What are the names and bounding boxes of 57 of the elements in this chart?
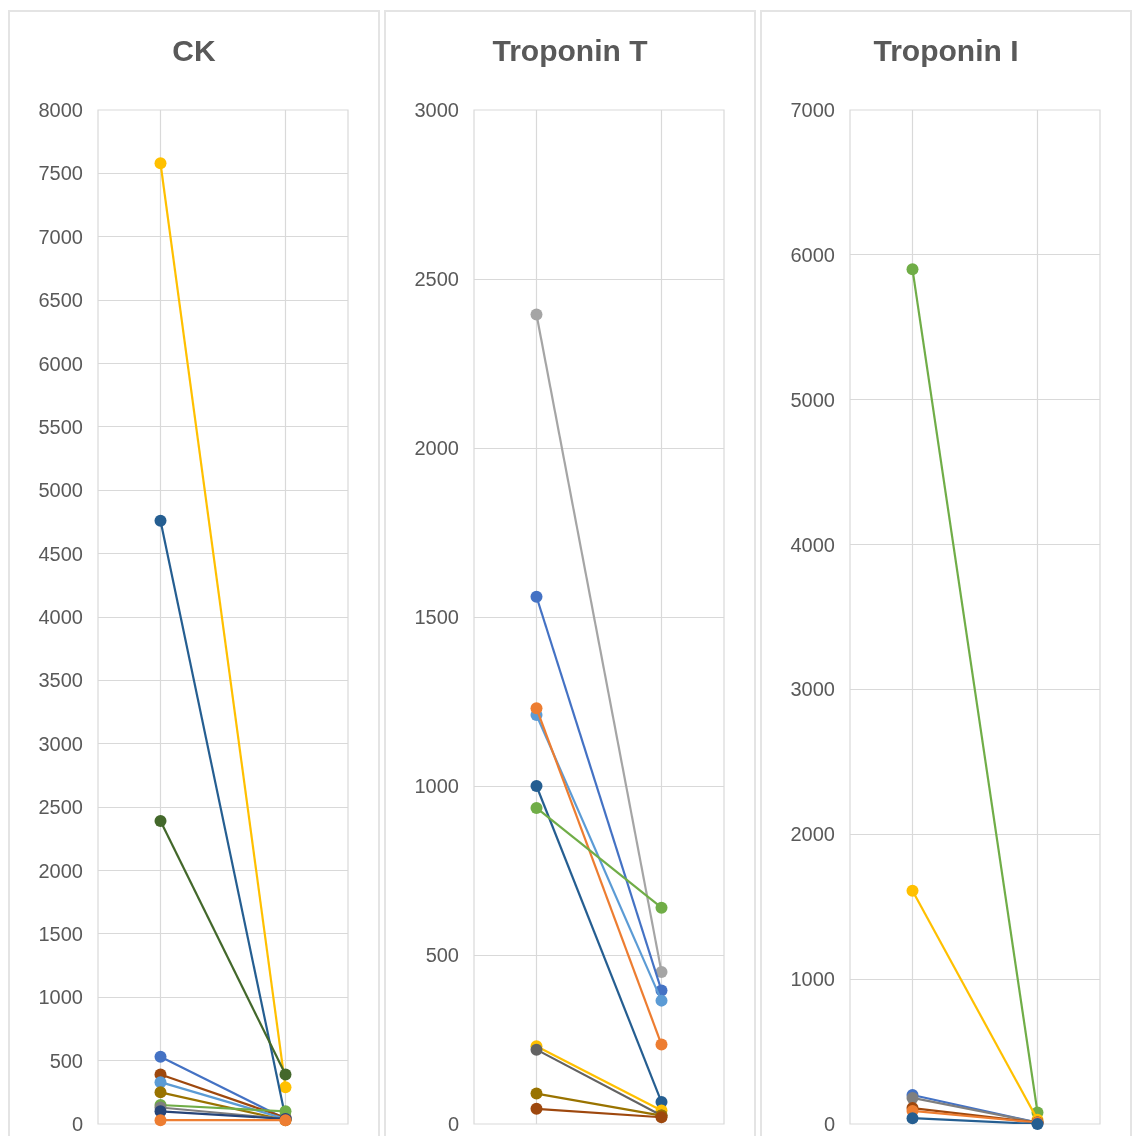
chart-title: CK	[172, 34, 216, 68]
y-tick-label: 4500	[38, 542, 83, 565]
y-tick-label: 0	[71, 1113, 83, 1135]
point	[530, 1102, 543, 1115]
y-tick-label: 0	[823, 1113, 835, 1135]
point	[530, 801, 543, 814]
y-tick-label: 7000	[38, 225, 83, 248]
point	[154, 157, 167, 170]
y-tick-label: 6500	[38, 289, 83, 312]
y-tick-label: 8000	[38, 99, 83, 121]
point	[906, 263, 919, 276]
y-tick-label: 1000	[790, 968, 835, 991]
point	[530, 702, 543, 715]
y-tick-label: 6000	[38, 352, 83, 375]
y-tick-label: 5000	[790, 388, 835, 411]
point	[655, 965, 668, 978]
point	[530, 308, 543, 321]
point	[530, 780, 543, 792]
y-tick-label: 3000	[414, 99, 459, 121]
point	[655, 1038, 668, 1051]
chart-title: Troponin I	[873, 34, 1019, 68]
y-tick-label: 500	[425, 944, 459, 966]
y-tick-label: 3500	[38, 669, 83, 692]
y-tick-label: 5000	[38, 479, 83, 502]
y-tick-label: 5500	[38, 415, 83, 438]
y-tick-label: 2500	[38, 796, 83, 819]
y-tick-label: 0	[447, 1113, 459, 1135]
point	[279, 1068, 292, 1081]
y-tick-label: 500	[49, 1049, 83, 1072]
y-tick-label: 7500	[38, 162, 83, 185]
point	[530, 590, 543, 603]
y-tick-label: 1500	[414, 606, 459, 628]
y-tick-label: 1000	[414, 775, 459, 797]
y-tick-label: 2000	[414, 437, 459, 459]
point	[530, 1087, 543, 1100]
point	[154, 1086, 167, 1099]
point	[154, 815, 167, 828]
y-tick-label: 1000	[38, 986, 83, 1009]
point	[655, 994, 668, 1007]
point	[906, 884, 919, 897]
y-tick-label: 1500	[38, 922, 83, 945]
y-tick-label: 7000	[790, 99, 835, 121]
point	[154, 1050, 167, 1063]
y-tick-label: 3000	[790, 678, 835, 701]
point	[279, 1081, 292, 1094]
y-tick-label: 2000	[38, 859, 83, 882]
y-tick-label: 4000	[790, 533, 835, 556]
chart-title: Troponin T	[492, 34, 648, 68]
point	[154, 514, 167, 527]
point	[154, 1114, 167, 1127]
y-tick-label: 4000	[38, 606, 83, 628]
y-tick-label: 2500	[414, 268, 459, 290]
point	[655, 901, 668, 914]
y-tick-label: 3000	[38, 732, 83, 755]
point	[906, 1112, 919, 1125]
y-tick-label: 2000	[790, 823, 835, 846]
y-tick-label: 6000	[790, 243, 835, 266]
